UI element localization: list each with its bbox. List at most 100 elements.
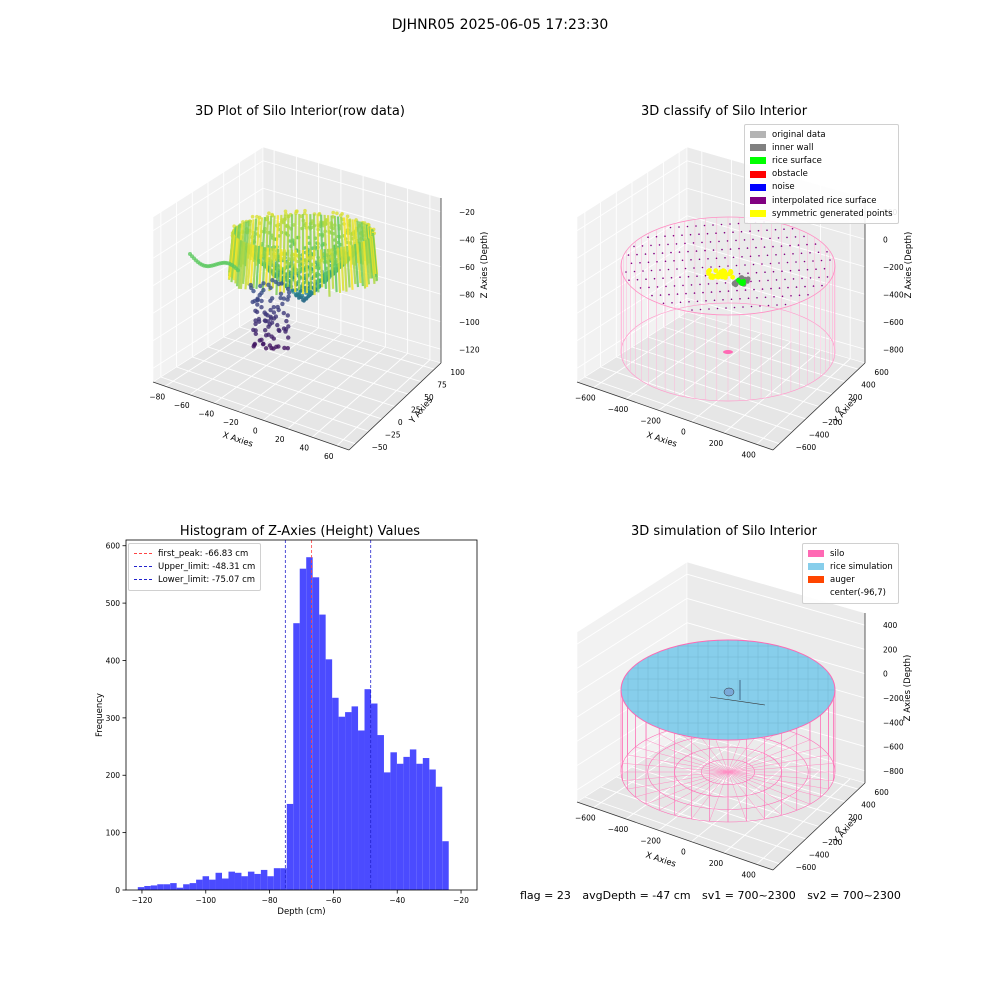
grid-line [663,326,846,383]
y-tick-label: 200 [106,771,121,780]
histogram-bar [364,689,371,890]
data-point [704,274,707,277]
data-point [685,292,687,295]
x-tick-label: −200 [640,416,661,425]
grid-line [647,756,833,815]
data-point [358,242,364,287]
data-point [255,296,260,301]
data-point [656,261,658,263]
grid-line [262,297,442,350]
legend-item: first_peak: -66.83 cm [134,547,255,560]
data-point [258,246,263,285]
data-point [804,285,806,288]
plot-frame [125,539,478,891]
data-point [312,214,316,257]
grid-line [631,346,820,407]
data-point [331,210,336,215]
data-point [695,225,697,227]
histogram-bar [293,623,300,890]
data-point [368,237,375,276]
data-point [333,215,338,256]
data-point [267,211,271,215]
y-tick-label: 600 [874,788,889,797]
data-point [702,291,704,294]
data-point [279,281,284,286]
y-tick-label: 600 [106,542,121,551]
status-footer: flag = 23 avgDepth = -47 cm sv1 = 700~23… [520,889,909,902]
legend-label: first_peak: -66.83 cm [158,548,249,559]
silo-floor [627,754,729,773]
plot2-legend: original data inner wall rice surface ob… [744,124,899,225]
data-point [783,228,785,230]
z-axis-label: Z Axies (Depth) [903,655,913,722]
data-point [738,272,741,275]
data-point [360,241,367,289]
z-tick-label: −600 [883,743,904,752]
data-point [353,243,360,288]
histogram-bar [280,868,287,890]
histogram-bar [429,769,436,890]
grid-line [152,187,264,259]
x-tick-label: −60 [325,896,341,905]
auger [709,696,766,706]
data-point [312,249,316,296]
data-point [735,239,737,242]
y-tick-label: 300 [106,714,121,723]
legend-label: Upper_limit: -48.31 cm [158,561,256,572]
data-point [755,271,758,274]
data-point [351,219,357,266]
histogram-bar [325,659,333,890]
y-axis-label: Frequency [95,693,105,737]
data-point [671,302,673,304]
data-point [778,287,781,289]
y-tick-label: −400 [809,850,830,859]
data-point [343,217,348,264]
data-point [727,265,729,267]
y-tick-label: 0 [835,826,840,835]
data-point [286,290,292,295]
data-point [743,239,746,241]
legend-label: obstacle [772,169,808,180]
histogram-bar [299,568,307,890]
data-point [722,299,724,301]
data-point [323,249,327,289]
data-point [699,283,701,286]
sv1-value: sv1 = 700~2300 [702,889,796,902]
data-point [281,310,286,316]
data-point [736,277,741,283]
data-point [739,298,741,300]
legend-item: rice surface [750,154,893,167]
data-point [644,253,647,255]
silo-floor [645,739,729,773]
data-point [718,269,724,275]
y-tick-label: 50 [424,393,434,402]
data-point [254,309,260,315]
data-point [263,346,269,351]
data-point [764,271,766,274]
data-point [365,239,372,279]
data-point [763,246,766,248]
legend-item: silo [808,547,893,560]
data-point [752,263,755,266]
data-point [757,229,760,232]
silo-floor [622,763,729,773]
legend-swatch [750,170,766,178]
y-tick-label: 0 [835,406,840,415]
grid-line [160,376,356,445]
data-point [747,297,750,300]
x-tick-label: −200 [640,836,661,845]
grid-line [686,573,866,626]
y-tick-label: 600 [874,368,889,377]
data-point [253,331,258,336]
data-point [755,246,757,249]
data-point [696,300,699,303]
grid-line [616,356,806,420]
z-tick-label: −800 [883,345,904,354]
data-point [698,258,701,261]
y-tick-label: −600 [796,863,817,872]
data-point [275,304,280,310]
histogram-bar [306,557,313,890]
data-point [769,237,771,240]
data-point [268,215,273,256]
silo-floor [659,733,729,773]
